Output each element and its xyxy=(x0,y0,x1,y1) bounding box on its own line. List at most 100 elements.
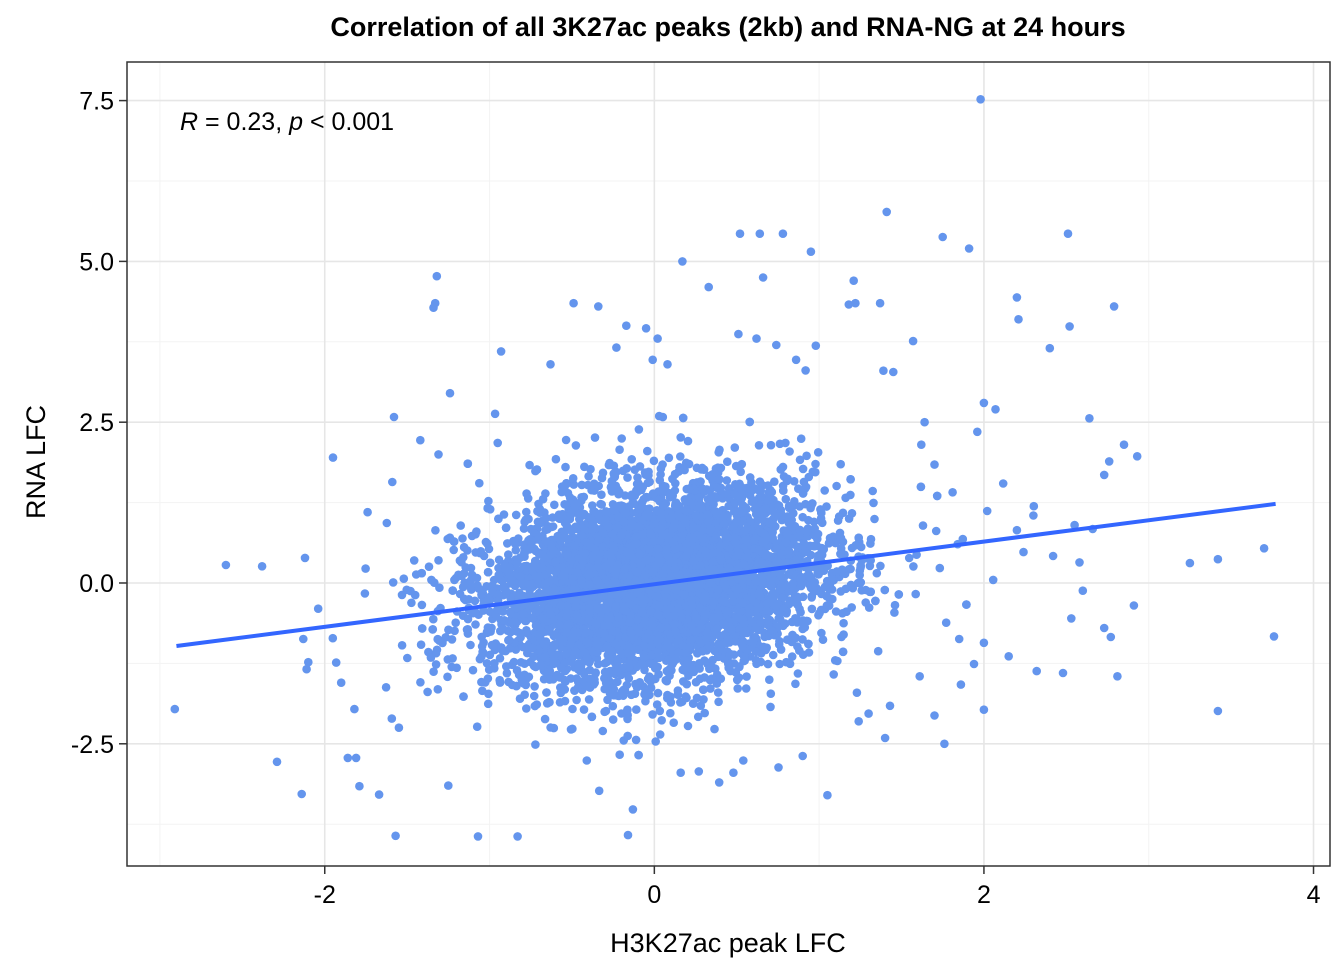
data-point xyxy=(459,553,468,562)
data-point xyxy=(852,688,862,697)
data-point xyxy=(515,694,525,703)
data-point xyxy=(304,657,313,667)
data-point xyxy=(738,516,747,526)
data-point xyxy=(594,786,604,796)
data-point xyxy=(813,448,823,457)
data-point xyxy=(331,658,341,667)
data-point xyxy=(431,660,441,669)
data-point xyxy=(584,472,593,481)
data-point xyxy=(603,695,612,705)
data-point xyxy=(666,708,675,718)
data-point xyxy=(683,436,693,446)
data-point xyxy=(451,618,461,627)
data-point xyxy=(841,493,850,503)
data-point xyxy=(417,600,427,610)
data-point xyxy=(477,642,487,651)
data-point xyxy=(424,562,434,571)
data-point xyxy=(646,683,656,693)
data-point xyxy=(643,446,652,456)
data-point xyxy=(712,676,722,685)
data-point xyxy=(824,539,834,548)
data-point xyxy=(584,695,594,704)
data-point xyxy=(502,668,512,678)
data-point xyxy=(648,710,657,719)
data-point xyxy=(795,455,805,465)
grid-lines xyxy=(127,62,1330,866)
data-point xyxy=(763,481,773,490)
data-point xyxy=(683,658,693,667)
data-point xyxy=(541,513,551,523)
data-point xyxy=(494,563,503,573)
data-point xyxy=(716,463,726,473)
data-point xyxy=(699,695,708,704)
data-point xyxy=(447,662,457,672)
data-point xyxy=(557,487,566,497)
data-point xyxy=(838,508,848,518)
data-point xyxy=(890,608,899,617)
data-point xyxy=(783,474,792,484)
data-point xyxy=(706,662,715,671)
data-point xyxy=(495,654,505,663)
data-point xyxy=(579,669,589,679)
data-point xyxy=(833,656,842,666)
data-point xyxy=(529,691,539,701)
data-point xyxy=(798,464,808,474)
data-point xyxy=(807,593,816,602)
data-point xyxy=(653,688,663,698)
data-point xyxy=(768,650,778,660)
data-point xyxy=(623,473,632,482)
data-point xyxy=(587,525,597,534)
data-point xyxy=(870,514,879,524)
data-point xyxy=(579,705,589,714)
data-point xyxy=(503,539,512,548)
data-point xyxy=(624,502,634,511)
data-point xyxy=(434,556,443,565)
data-point xyxy=(613,485,622,494)
data-point xyxy=(695,664,704,673)
data-point xyxy=(477,652,486,661)
data-point xyxy=(648,489,658,498)
data-point xyxy=(723,457,732,467)
data-point xyxy=(382,518,392,528)
data-point xyxy=(522,507,531,517)
data-point xyxy=(787,652,797,661)
data-point xyxy=(841,584,851,594)
data-point xyxy=(679,664,689,674)
data-point xyxy=(693,712,703,722)
data-point xyxy=(594,659,603,669)
data-point xyxy=(569,480,579,489)
data-point xyxy=(623,714,632,724)
data-point xyxy=(597,500,606,509)
data-point xyxy=(766,689,776,698)
data-point xyxy=(387,714,397,723)
data-point xyxy=(801,366,810,375)
data-point xyxy=(470,596,480,606)
data-point xyxy=(500,616,509,625)
data-point xyxy=(742,672,751,681)
data-point xyxy=(781,494,791,504)
data-point xyxy=(483,699,493,709)
data-point xyxy=(839,618,848,628)
data-points xyxy=(170,95,1279,841)
data-point xyxy=(328,633,338,643)
data-point xyxy=(598,726,608,736)
data-point xyxy=(732,675,742,685)
data-point xyxy=(774,501,784,510)
data-point xyxy=(580,462,589,472)
data-point xyxy=(706,684,715,693)
data-point xyxy=(998,479,1008,488)
data-point xyxy=(730,443,740,452)
data-point xyxy=(683,721,693,731)
data-point xyxy=(490,409,500,419)
data-point xyxy=(592,604,602,613)
data-point xyxy=(868,486,877,496)
data-point xyxy=(381,683,391,692)
data-point xyxy=(865,561,875,571)
data-point xyxy=(836,459,845,469)
data-point xyxy=(608,701,618,711)
data-point xyxy=(547,522,556,532)
data-point xyxy=(686,635,696,645)
data-point xyxy=(550,500,559,510)
data-point xyxy=(597,490,606,500)
data-point xyxy=(700,673,709,682)
